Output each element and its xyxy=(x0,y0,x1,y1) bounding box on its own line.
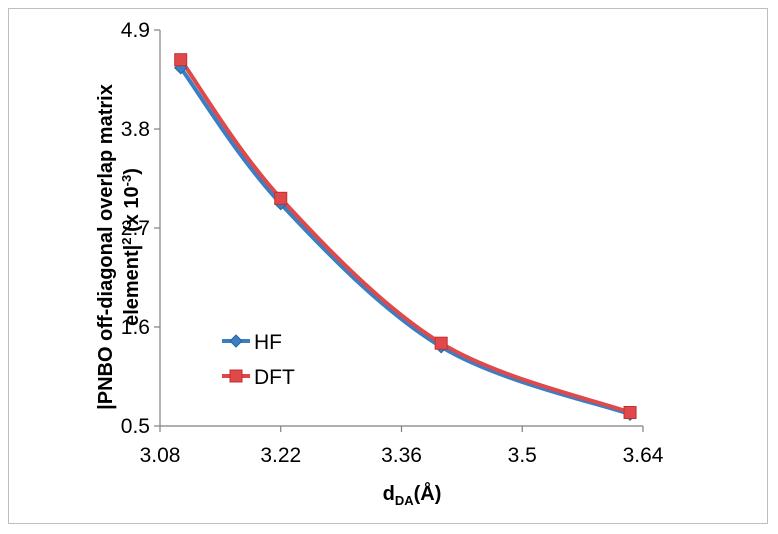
legend-marker-dft xyxy=(229,369,243,383)
x-tick-label: 3.36 xyxy=(381,444,422,467)
y-axis-title-mid: (x 10 xyxy=(121,186,143,237)
y-axis-title-line2: element|2 (x 10-3) xyxy=(119,168,143,326)
series-line-dft xyxy=(178,57,633,415)
x-axis-title-unit: (Å) xyxy=(414,481,442,505)
y-axis-title-line1: |PNBO off-diagonal overlap matrix xyxy=(95,84,117,410)
chart-frame xyxy=(8,8,768,524)
data-point-dft xyxy=(274,191,288,205)
series-line-hf xyxy=(178,65,633,417)
axes xyxy=(154,29,644,432)
y-tick-label: 4.9 xyxy=(121,19,150,42)
series-lines xyxy=(178,57,633,417)
x-tick-label: 3.64 xyxy=(623,444,664,467)
legend-marker-hf xyxy=(229,334,243,348)
y-tick-label: 3.8 xyxy=(121,118,150,141)
x-axis-title-subscript: DA xyxy=(395,493,414,508)
y-axis-title-sup3: -3 xyxy=(119,175,134,187)
y-tick-label: 1.6 xyxy=(121,316,150,339)
data-point-dft xyxy=(434,336,448,350)
y-tick-label: 2.7 xyxy=(121,217,150,240)
legend-label-hf: HF xyxy=(254,331,282,354)
x-axis-title-main: d xyxy=(383,483,395,505)
x-tick-label: 3.22 xyxy=(260,444,301,467)
data-markers xyxy=(173,53,637,422)
legend-label-dft: DFT xyxy=(254,366,295,389)
y-axis-title-sup2: 2 xyxy=(119,237,134,244)
x-tick-label: 3.08 xyxy=(140,444,181,467)
data-point-dft xyxy=(623,406,637,419)
data-point-dft xyxy=(174,53,188,67)
x-axis-title: dDA(Å) xyxy=(383,481,442,508)
y-tick-label: 0.5 xyxy=(121,415,150,438)
legend: HF DFT xyxy=(222,331,295,389)
x-tick-label: 3.5 xyxy=(508,444,537,467)
y-axis-title-end: ) xyxy=(121,168,143,175)
y-axis-title-element: element| xyxy=(121,245,143,326)
tick-labels: 0.5 1.6 2.7 3.8 4.9 3.08 3.22 3.36 3.5 3.64 xyxy=(121,19,664,467)
